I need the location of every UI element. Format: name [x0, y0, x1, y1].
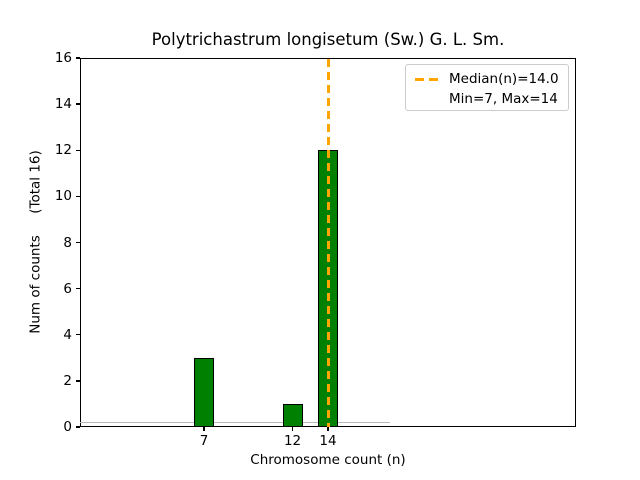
x-tick-label: 12	[283, 433, 302, 449]
legend-label-median: Median(n)=14.0	[449, 71, 559, 87]
y-tick-mark	[76, 426, 80, 428]
y-tick-mark	[76, 380, 80, 382]
legend: Median(n)=14.0 Min=7, Max=14	[405, 64, 569, 111]
chart-title: Polytrichastrum longisetum (Sw.) G. L. S…	[151, 30, 505, 49]
y-tick-label: 12	[54, 142, 72, 159]
x-tick-mark	[291, 427, 294, 431]
bar	[194, 357, 214, 427]
legend-empty-handle	[415, 98, 442, 101]
y-tick-mark	[76, 287, 80, 290]
y-tick-mark	[76, 195, 80, 198]
y-tick-label: 2	[63, 372, 72, 389]
bar	[282, 403, 303, 427]
y-tick-label: 14	[54, 96, 72, 113]
y-tick-mark	[76, 149, 80, 151]
legend-entry-median: Median(n)=14.0	[415, 69, 560, 89]
legend-entry-minmax: Min=7, Max=14	[415, 89, 560, 109]
y-tick-label: 10	[54, 188, 72, 205]
y-tick-mark	[76, 334, 80, 336]
legend-label-minmax: Min=7, Max=14	[449, 91, 558, 107]
zero-count-baseline	[80, 422, 390, 423]
y-tick-label: 0	[63, 419, 72, 435]
y-tick-label: 4	[63, 326, 72, 343]
x-tick-label: 7	[199, 433, 209, 449]
y-tick-mark	[76, 103, 80, 105]
y-tick-label: 6	[63, 280, 72, 297]
x-tick-label: 14	[319, 433, 337, 449]
x-tick-mark	[203, 427, 205, 431]
median-line	[326, 59, 330, 427]
y-tick-mark	[76, 57, 80, 59]
median-dashed-line-icon	[415, 77, 442, 81]
y-tick-mark	[76, 241, 80, 244]
x-axis-label: Chromosome count (n)	[250, 452, 406, 468]
x-tick-mark	[327, 427, 329, 431]
y-tick-label: 8	[63, 234, 72, 251]
y-tick-label: 16	[54, 50, 72, 66]
